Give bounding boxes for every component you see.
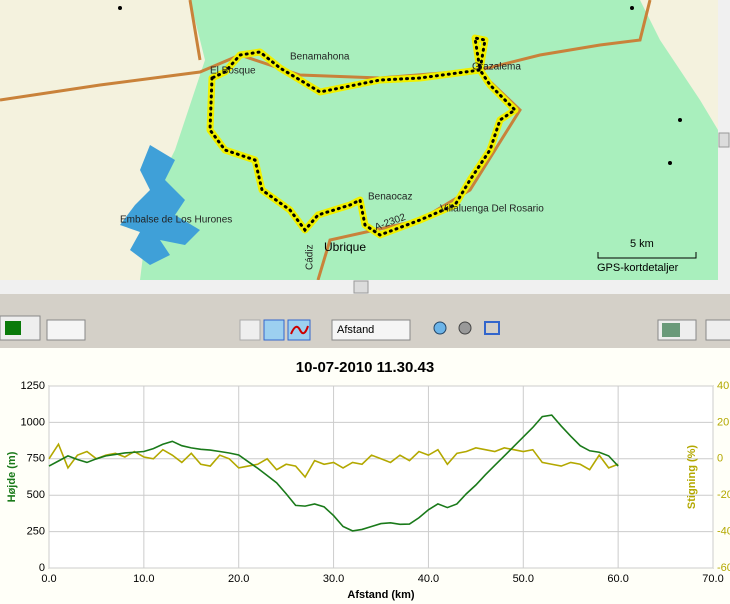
plot-area [48, 385, 714, 569]
map-detail-label: GPS-kortdetaljer [597, 262, 679, 274]
x-tick-label: 40.0 [418, 573, 439, 585]
place-label: Embalse de Los Hurones [120, 215, 232, 226]
data-line [48, 414, 619, 532]
x-tick-label: 0.0 [41, 573, 56, 585]
x-tick-label: 10.0 [133, 573, 154, 585]
place-label: Ubrique [324, 240, 366, 254]
y-tick-label: 750 [27, 453, 45, 465]
scale-bar [597, 252, 697, 259]
color-swatch [662, 323, 680, 337]
chart: 0.0 10.0 20.0 30.0 40.0 50.0 60.0 70.0 0 250 500 75… [6, 380, 730, 601]
dropdown[interactable] [705, 319, 730, 341]
scroll-thumb[interactable] [353, 280, 369, 294]
y2-tick-label: -40 [717, 526, 730, 538]
y-tick-label: 1000 [21, 416, 45, 428]
place-label: Villaluenga Del Rosario [440, 204, 544, 215]
y-tick-label: 250 [27, 526, 45, 538]
x-tick-label: 30.0 [323, 573, 344, 585]
data-line [48, 442, 619, 479]
y2-tick-label: 20 [717, 416, 729, 428]
x-tick-label: 60.0 [607, 573, 628, 585]
poi [678, 118, 682, 122]
reservoir [120, 145, 200, 265]
tool-button[interactable] [263, 319, 285, 341]
poi [668, 161, 672, 165]
dropdown[interactable] [46, 319, 86, 341]
scroll-thumb[interactable] [718, 132, 730, 148]
y2-tick-label: -20 [717, 489, 730, 501]
x-mode-dropdown[interactable] [331, 319, 411, 341]
place-label: Grazalema [472, 62, 521, 73]
place-label: Cádiz [305, 244, 316, 270]
toolbar: Afstand [0, 315, 730, 341]
place-label: El Bosque [210, 66, 256, 77]
place-label: Benaocaz [368, 192, 412, 203]
y2-axis-label: Stigning (%) [686, 445, 698, 509]
x-axis-label: Afstand (km) [347, 589, 415, 601]
x-tick-label: 20.0 [228, 573, 249, 585]
zoom-in[interactable] [433, 321, 447, 335]
y2-tick-label: -60 [717, 562, 730, 574]
y-tick-label: 0 [39, 562, 45, 574]
y-tick-label: 1250 [21, 380, 45, 392]
zoom-fit[interactable] [484, 321, 500, 335]
x-mode-label: Afstand [337, 324, 374, 336]
tool-icon [290, 325, 309, 335]
place-label: Benamahona [290, 52, 350, 63]
color-swatch [5, 321, 21, 335]
chart-title: 10-07-2010 11.30.43 [296, 359, 434, 376]
x-tick-label: 50.0 [513, 573, 534, 585]
tool-button[interactable] [239, 319, 261, 341]
y2-tick-label: 40 [717, 380, 729, 392]
y-axis-label: Højde (m) [6, 451, 18, 502]
x-tick-label: 70.0 [702, 573, 723, 585]
land-area [0, 0, 205, 280]
track-dots [208, 36, 518, 237]
zoom-out[interactable] [458, 321, 472, 335]
scale-label: 5 km [630, 238, 654, 250]
poi [630, 6, 634, 10]
map: Benamahona El Bosque Grazalema Benaocaz … [0, 0, 730, 294]
poi [118, 6, 122, 10]
y2-tick-label: 0 [717, 453, 723, 465]
land-area [640, 0, 718, 130]
y-tick-label: 500 [27, 489, 45, 501]
